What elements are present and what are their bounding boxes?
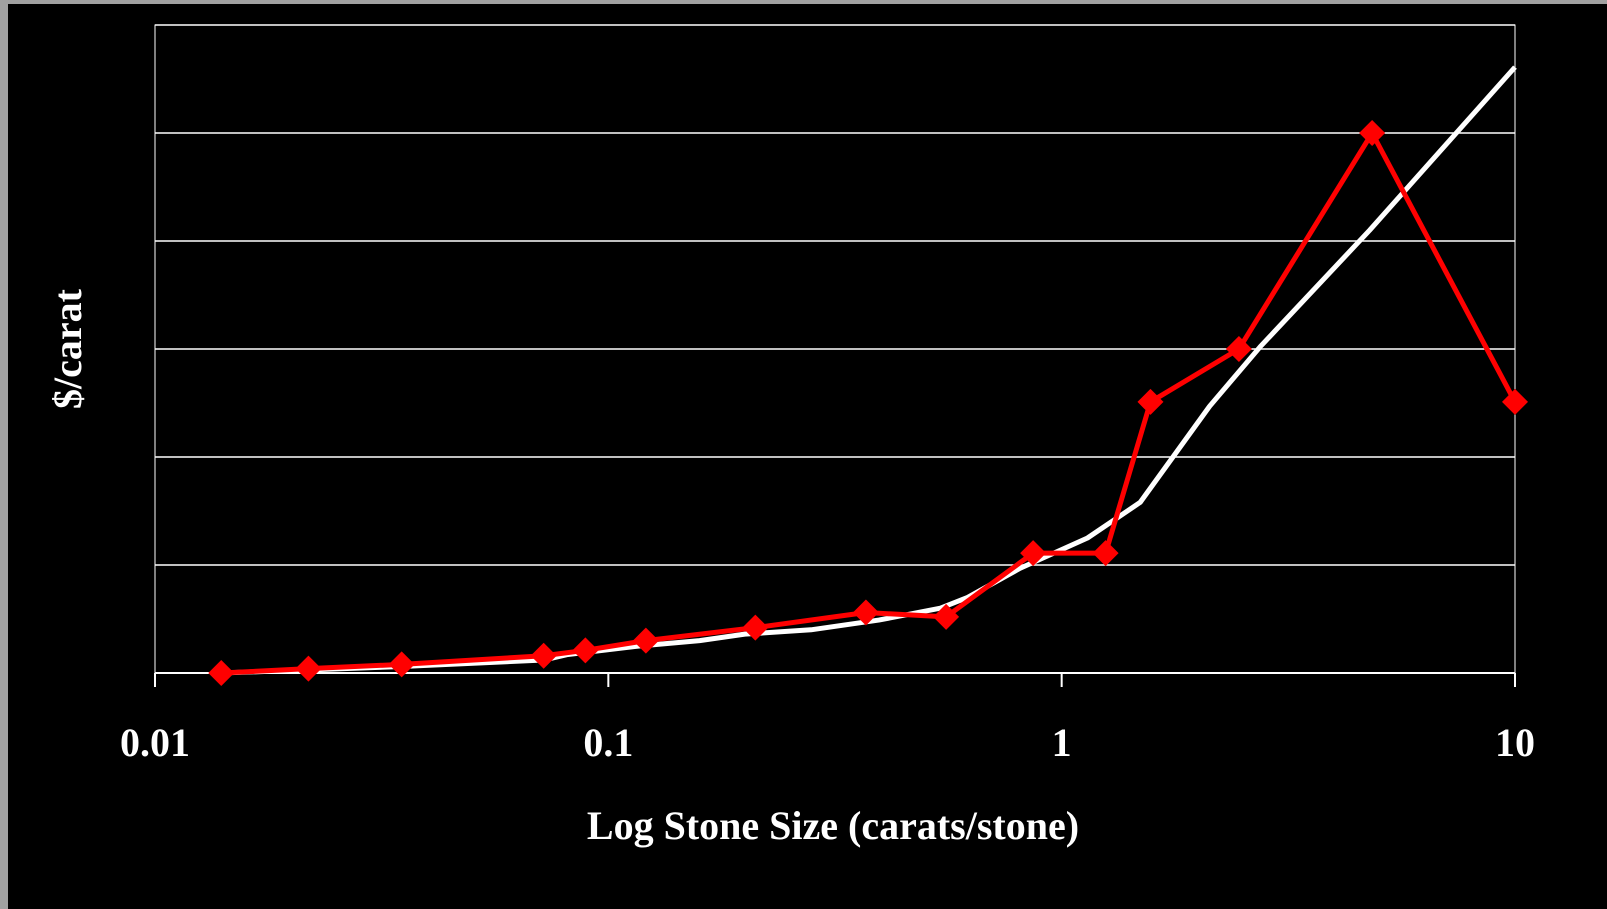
marker (1137, 388, 1164, 415)
y-axis-title: $/carat (45, 288, 90, 409)
marker (530, 642, 557, 669)
x-tick-label: 10 (1495, 720, 1535, 765)
marker (1359, 120, 1386, 146)
marker (1225, 336, 1252, 362)
x-tick-label: 0.1 (583, 720, 633, 765)
marker (742, 614, 769, 641)
x-tick-label: 0.01 (120, 720, 190, 765)
marker (388, 651, 415, 678)
marker (1502, 388, 1528, 415)
x-axis-title: Log Stone Size (carats/stone) (587, 803, 1079, 848)
marker (632, 627, 659, 654)
marker (1092, 540, 1119, 567)
marker (208, 660, 235, 686)
marker (852, 599, 879, 626)
marker (572, 637, 599, 664)
x-tick-label: 1 (1052, 720, 1072, 765)
marker (1020, 540, 1047, 567)
marker (295, 655, 322, 682)
marker (933, 603, 960, 630)
